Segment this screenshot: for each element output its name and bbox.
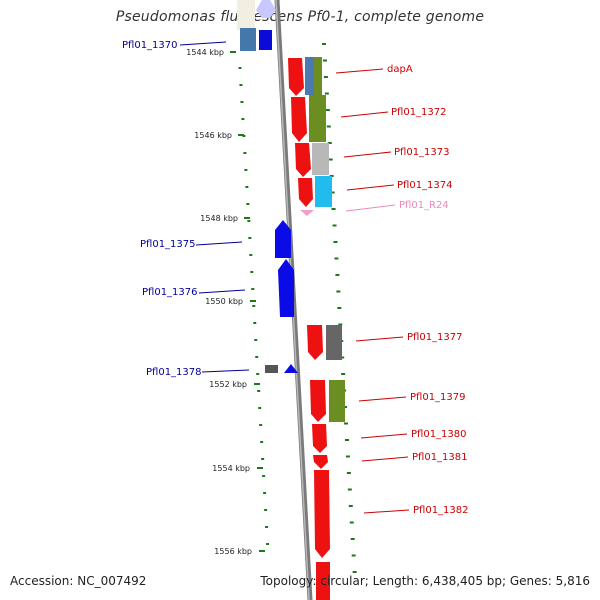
gene-pfl01-1376 <box>278 259 294 317</box>
gene-label-pfl01-1376[interactable]: Pfl01_1376 <box>142 287 198 298</box>
gene-pfl01-1372 <box>291 97 307 142</box>
gene-cog-block <box>240 28 256 51</box>
gene-label-pfl01-r24[interactable]: Pfl01_R24 <box>399 200 449 211</box>
scale-tick-label: 1546 kbp <box>194 131 232 140</box>
gene-pale-arrow <box>256 0 276 18</box>
gene-label-pfl01-1377[interactable]: Pfl01_1377 <box>407 332 463 343</box>
gene-dapa-cog2 <box>314 57 322 95</box>
scale-ticks: 1544 kbp 1546 kbp 1548 kbp 1550 kbp 1552… <box>186 48 265 556</box>
gene-pfl01-1378-cog <box>265 365 278 373</box>
gene-pfl01-1374-cog <box>315 176 332 207</box>
gene-label-pfl01-1370[interactable]: Pfl01_1370 <box>122 40 178 51</box>
scale-tick: 1556 kbp <box>214 547 265 556</box>
gene-pfl01-1372-cog <box>309 95 326 142</box>
gene-label-pfl01-1380[interactable]: Pfl01_1380 <box>411 429 467 440</box>
gene-label-pfl01-1381[interactable]: Pfl01_1381 <box>412 452 468 463</box>
gene-pfl01-1370 <box>259 30 272 50</box>
scale-tick: 1554 kbp <box>212 464 263 473</box>
gene-pfl01-1373 <box>295 143 311 177</box>
gene-pfl01-1381 <box>313 455 328 469</box>
gene-pfl01-1373-cog <box>312 143 329 175</box>
gc-skew-dots-left <box>238 67 270 545</box>
gene-pfl01-1377-cog <box>326 325 342 360</box>
gene-block-pale <box>237 0 255 30</box>
gene-labels: Pfl01_1370 dapA Pfl01_1372 Pfl01_1373 Pf… <box>122 40 469 516</box>
gene-pfl01-1378 <box>284 364 298 373</box>
gene-label-pfl01-1374[interactable]: Pfl01_1374 <box>397 180 453 191</box>
gene-label-pfl01-1379[interactable]: Pfl01_1379 <box>410 392 466 403</box>
gene-label-pfl01-1382[interactable]: Pfl01_1382 <box>413 505 469 516</box>
scale-tick-label: 1544 kbp <box>186 48 224 57</box>
scale-tick-label: 1554 kbp <box>212 464 250 473</box>
gene-pfl01-1380 <box>312 424 327 453</box>
gene-label-pfl01-1373[interactable]: Pfl01_1373 <box>394 147 450 158</box>
scale-tick-label: 1548 kbp <box>200 214 238 223</box>
map-title: Pseudomonas fluorescens Pf0-1, complete … <box>115 9 485 25</box>
gene-pfl01-1379-cog <box>329 380 345 422</box>
scale-tick: 1544 kbp <box>186 48 236 57</box>
scale-tick: 1548 kbp <box>200 214 250 223</box>
forward-genes <box>288 57 345 600</box>
reverse-genes <box>237 0 298 373</box>
gene-partial-bottom <box>316 562 330 600</box>
gene-pfl01-1382 <box>314 470 330 558</box>
scale-tick-label: 1550 kbp <box>205 297 243 306</box>
scale-tick-label: 1552 kbp <box>209 380 247 389</box>
gene-label-pfl01-1378[interactable]: Pfl01_1378 <box>146 367 202 378</box>
accession-text: Accession: NC_007492 <box>10 574 147 588</box>
scale-tick: 1550 kbp <box>205 297 256 306</box>
gene-label-dapa[interactable]: dapA <box>387 64 413 75</box>
gene-dapa-cog <box>305 57 314 95</box>
gene-pfl01-1374 <box>298 178 313 207</box>
gene-label-pfl01-1375[interactable]: Pfl01_1375 <box>140 239 196 250</box>
scale-tick-label: 1556 kbp <box>214 547 252 556</box>
gene-dapa <box>288 58 304 96</box>
gene-label-pfl01-1372[interactable]: Pfl01_1372 <box>391 107 447 118</box>
gene-pfl01-1375 <box>275 220 291 258</box>
scale-tick: 1552 kbp <box>209 380 260 389</box>
gene-pfl01-1377 <box>307 325 323 360</box>
gene-pfl01-r24 <box>300 210 314 216</box>
scale-tick: 1546 kbp <box>194 131 244 140</box>
genome-summary-text: Topology: circular; Length: 6,438,405 bp… <box>260 574 590 588</box>
gene-pfl01-1379 <box>310 380 326 422</box>
